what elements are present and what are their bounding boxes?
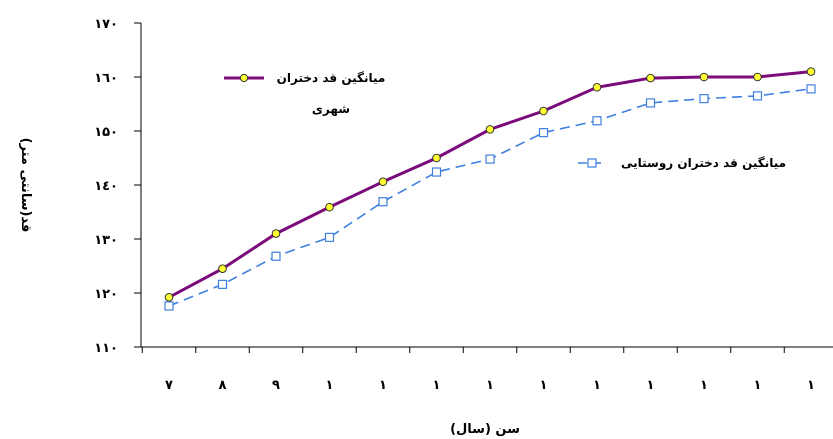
data-point <box>592 82 602 92</box>
y-tick-label: ۱۷۰ <box>94 17 118 32</box>
data-point <box>753 72 762 82</box>
legend-rural-marker <box>587 158 597 168</box>
data-point <box>164 301 174 311</box>
data-point <box>271 229 281 238</box>
y-tick-label: ۱۲۰ <box>94 287 118 302</box>
data-point <box>431 167 442 177</box>
x-tick-label: ۹ <box>272 378 280 393</box>
y-ticks: ۱۱۰ ۱۲۰ ۱۳۰ ۱٤۰ ۱۵۰ ۱٦۰ ۱۷۰ <box>94 17 141 356</box>
data-point <box>218 264 227 274</box>
x-tick-label: ۱ <box>754 378 762 393</box>
x-tick-label: ۱ <box>700 378 708 393</box>
y-tick-label: ۱۵۰ <box>94 125 118 140</box>
data-point <box>432 153 441 163</box>
data-point <box>325 202 334 212</box>
x-tick-label: ۱ <box>540 378 548 393</box>
x-tick-label: ۱ <box>433 378 441 393</box>
legend-urban-label-2: شهری <box>312 102 350 116</box>
data-point <box>485 154 495 164</box>
data-point <box>164 293 174 302</box>
x-tick-label: ۱ <box>379 378 387 393</box>
data-point <box>806 84 816 94</box>
legend-rural: میانگین قد دختران روستایی <box>578 156 786 171</box>
series-layer <box>164 67 816 311</box>
data-point <box>752 91 763 101</box>
legend-rural-label: میانگین قد دختران روستایی <box>621 156 786 171</box>
legend-urban: میانگین قد دختران شهری <box>224 71 385 116</box>
y-axis-title: قد(سانتی متر) <box>18 138 33 233</box>
legend-urban-marker <box>239 73 249 83</box>
x-tick-label: ۱ <box>647 378 655 393</box>
data-point <box>645 98 656 108</box>
x-axis-title: سن (سال) <box>450 422 520 437</box>
x-ticks: ۷ ۸ ۹ ۱ ۱ ۱ ۱ ۱ ۱ ۱ ۱ ۱ ۱ <box>141 347 815 393</box>
data-point <box>806 67 816 76</box>
y-tick-label: ۱٦۰ <box>94 71 118 86</box>
data-point <box>378 197 388 207</box>
data-point <box>378 177 388 187</box>
y-tick-label: ۱۱۰ <box>94 341 118 356</box>
y-tick-label: ۱٤۰ <box>94 179 118 194</box>
series-urban <box>164 67 816 302</box>
x-tick-label: ۱ <box>807 378 815 393</box>
data-point <box>538 128 549 138</box>
data-point <box>217 279 228 289</box>
data-point <box>271 251 281 261</box>
series-line <box>168 70 812 299</box>
data-point <box>485 125 495 134</box>
series-line <box>168 88 812 307</box>
x-tick-label: ۱ <box>486 378 494 393</box>
x-tick-label: ۷ <box>165 378 173 393</box>
y-tick-label: ۱۳۰ <box>94 233 118 248</box>
data-point <box>324 232 335 242</box>
data-point <box>699 72 709 82</box>
x-tick-label: ۱ <box>326 378 334 393</box>
data-point <box>699 93 709 104</box>
x-tick-label: ۱ <box>593 378 601 393</box>
data-point <box>539 106 548 116</box>
series-rural <box>164 84 816 311</box>
data-point <box>646 73 655 83</box>
legend-urban-label-1: میانگین قد دختران <box>277 71 386 85</box>
x-tick-label: ۸ <box>219 378 227 393</box>
data-point <box>592 116 602 126</box>
